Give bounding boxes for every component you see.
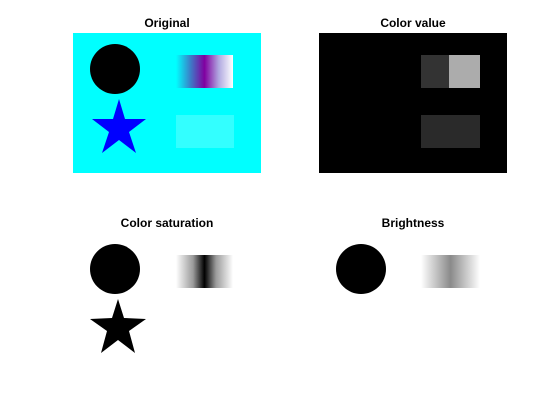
brightness-image [319, 233, 507, 373]
light-cyan-rect [176, 115, 234, 148]
saturation-gradient-rect [176, 255, 233, 288]
panel-title-color-value: Color value [380, 16, 446, 30]
color-gradient-rect [176, 55, 233, 88]
black-background [319, 33, 507, 173]
brightness-gradient-rect [421, 255, 480, 288]
black-circle [90, 44, 140, 94]
panel-title-brightness: Brightness [381, 216, 445, 230]
mid-gray-rect [421, 115, 480, 148]
black-circle [336, 244, 386, 294]
color-value-image [319, 33, 507, 173]
panel-title-original: Original [144, 16, 190, 30]
panel-title-color-saturation: Color saturation [120, 216, 214, 230]
black-circle [90, 244, 140, 294]
original-image [73, 33, 261, 173]
blue-star [92, 99, 146, 153]
light-gray-square [449, 55, 480, 88]
black-star [90, 299, 146, 353]
color-saturation-image [73, 233, 261, 373]
dark-gray-square [421, 55, 451, 88]
